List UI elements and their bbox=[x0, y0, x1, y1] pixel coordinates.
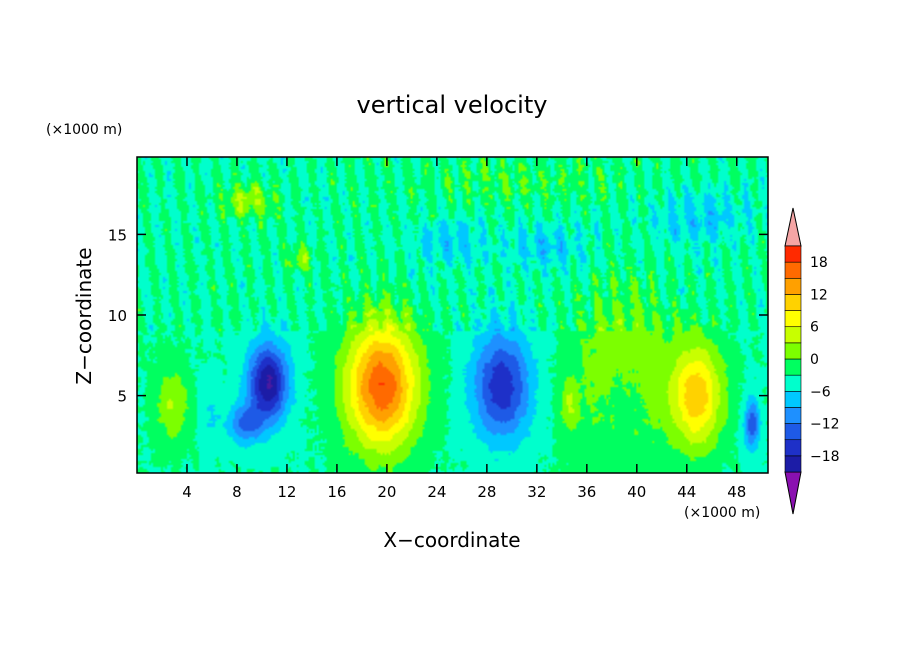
colorbar-band bbox=[784, 326, 802, 344]
colorbar-band bbox=[784, 423, 802, 441]
x-unit-label: (×1000 m) bbox=[684, 505, 760, 521]
x-tick-label: 8 bbox=[232, 483, 242, 501]
colorbar-label: −12 bbox=[810, 417, 840, 433]
colorbar-label: −6 bbox=[810, 384, 831, 400]
chart-title: vertical velocity bbox=[357, 91, 548, 119]
colorbar-band bbox=[784, 390, 802, 408]
colorbar-label: 0 bbox=[810, 352, 819, 368]
colorbar-band bbox=[784, 245, 802, 263]
x-tick-label: 32 bbox=[527, 483, 546, 501]
y-tick-label: 10 bbox=[108, 307, 127, 325]
heatmap-field bbox=[137, 157, 768, 473]
colorbar-band bbox=[784, 358, 802, 376]
x-axis-label: X−coordinate bbox=[383, 528, 520, 552]
colorbar-band bbox=[784, 261, 802, 279]
y-tick-label: 5 bbox=[117, 388, 127, 406]
x-tick-label: 20 bbox=[377, 483, 396, 501]
x-tick-label: 4 bbox=[182, 483, 192, 501]
x-tick-label: 16 bbox=[327, 483, 346, 501]
colorbar-over-arrow bbox=[784, 207, 802, 247]
colorbar-band bbox=[784, 310, 802, 328]
x-tick-label: 48 bbox=[727, 483, 746, 501]
x-tick-label: 40 bbox=[627, 483, 646, 501]
x-tick-label: 44 bbox=[677, 483, 696, 501]
y-unit-label: (×1000 m) bbox=[46, 122, 122, 138]
colorbar-band bbox=[784, 407, 802, 424]
colorbar-label: 18 bbox=[810, 255, 828, 271]
colorbar: 18 12 6 0 −6 −12 −18 bbox=[784, 207, 840, 515]
x-tick-label: 24 bbox=[427, 483, 446, 501]
x-tick-label: 36 bbox=[577, 483, 596, 501]
colorbar-band bbox=[784, 342, 802, 360]
y-axis: 5 10 15 bbox=[108, 226, 768, 406]
colorbar-band bbox=[784, 439, 802, 457]
colorbar-band bbox=[784, 294, 802, 311]
plot-area bbox=[136, 156, 769, 474]
x-axis: 4 8 12 16 20 24 28 32 36 40 44 48 bbox=[182, 157, 746, 501]
colorbar-label: 12 bbox=[810, 287, 828, 303]
colorbar-label: 6 bbox=[810, 320, 819, 336]
x-tick-label: 12 bbox=[277, 483, 296, 501]
colorbar-band bbox=[784, 455, 802, 473]
colorbar-band bbox=[784, 277, 802, 295]
y-axis-label: Z−coordinate bbox=[72, 247, 96, 384]
colorbar-under-arrow bbox=[784, 471, 802, 515]
colorbar-label: −18 bbox=[810, 449, 840, 465]
x-tick-label: 28 bbox=[477, 483, 496, 501]
y-tick-label: 15 bbox=[108, 226, 127, 244]
colorbar-band bbox=[784, 374, 802, 392]
